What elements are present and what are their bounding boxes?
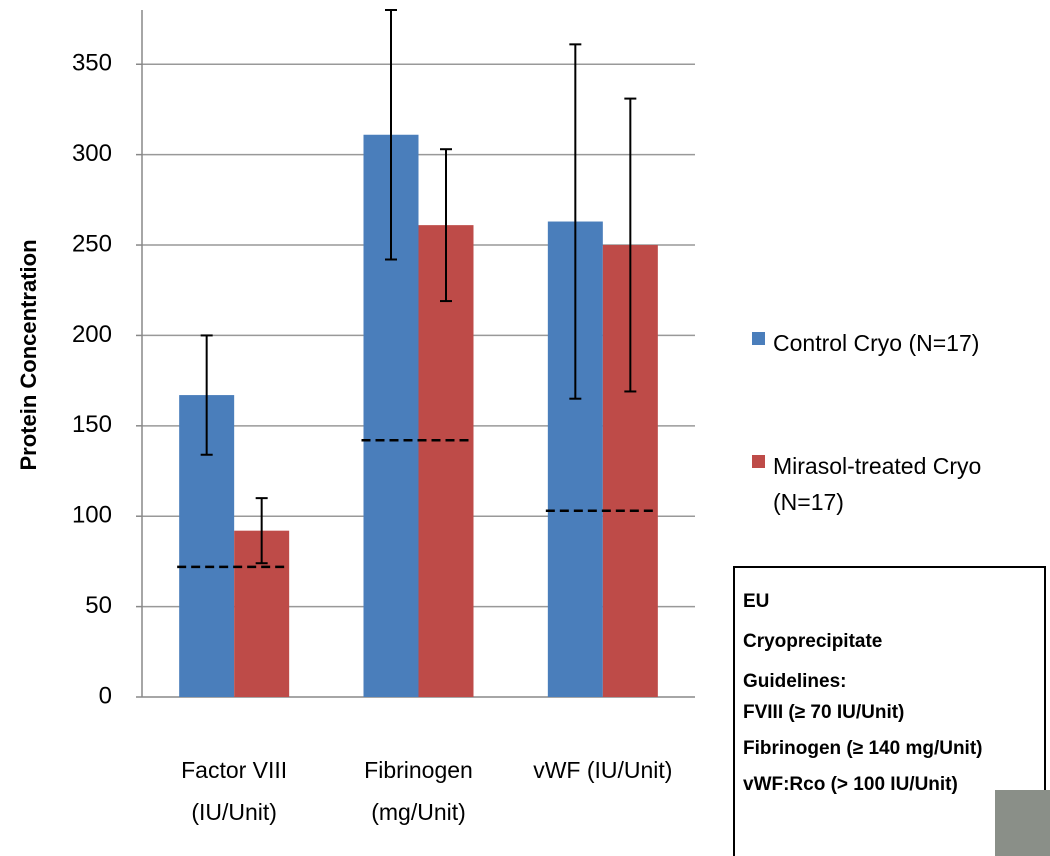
y-axis-label: Protein Concentration — [16, 239, 41, 470]
legend-label: Mirasol-treated Cryo (N=17) — [773, 453, 982, 515]
y-tick-label: 250 — [72, 230, 112, 257]
x-tick-label: vWF (IU/Unit) — [533, 757, 672, 783]
guideline: Fibrinogen (≥ 140 mg/Unit) — [743, 738, 983, 759]
y-tick-label: 150 — [72, 411, 112, 438]
legend-item: Mirasol-treated Cryo (N=17) — [752, 448, 992, 520]
y-tick-label: 100 — [72, 502, 112, 529]
x-tick-label: (mg/Unit) — [371, 799, 466, 825]
x-tick-label: Factor VIII — [181, 757, 287, 783]
guidelines-box: EU Cryoprecipitate Guidelines: FVIII (≥ … — [733, 566, 1046, 856]
y-tick-label: 300 — [72, 140, 112, 167]
x-tick-label: (IU/Unit) — [191, 799, 277, 825]
x-tick-label: Fibrinogen — [364, 757, 473, 783]
legend-swatch — [752, 455, 765, 468]
bar — [418, 225, 474, 698]
y-tick-label: 50 — [85, 592, 112, 619]
legend-item: Control Cryo (N=17) — [752, 325, 992, 361]
guideline: vWF:Rco (> 100 IU/Unit) — [743, 774, 958, 795]
guidelines-title: EU Cryoprecipitate Guidelines: — [743, 591, 883, 692]
guideline: FVIII (≥ 70 IU/Unit) — [743, 702, 905, 723]
y-tick-label: 0 — [99, 682, 112, 709]
y-tick-label: 350 — [72, 50, 112, 77]
y-tick-label: 200 — [72, 321, 112, 348]
legend-label: Control Cryo (N=17) — [773, 330, 980, 356]
occluder — [995, 790, 1050, 856]
legend-swatch — [752, 332, 765, 345]
